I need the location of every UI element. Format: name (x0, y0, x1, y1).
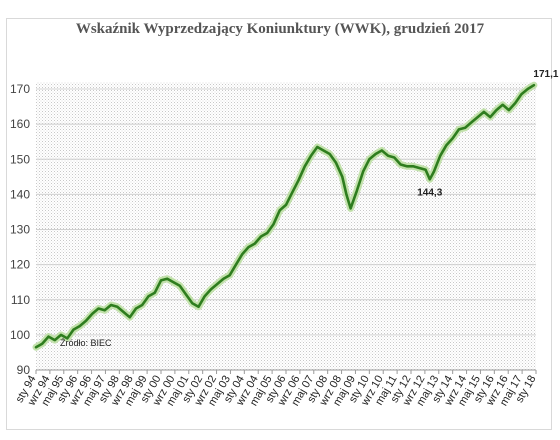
y-axis: 90 100 110 120 130 140 150 160 170 (10, 82, 30, 377)
y-tick-label: 110 (11, 293, 30, 307)
y-tick-label: 90 (17, 363, 31, 377)
y-tick-label: 150 (10, 152, 30, 166)
y-tick-label: 170 (10, 82, 30, 96)
gridlines (36, 88, 536, 371)
data-label: 171,1 (533, 69, 558, 80)
data-label: 144,3 (417, 187, 442, 198)
y-tick-label: 100 (10, 328, 30, 342)
y-tick-label: 160 (10, 117, 30, 131)
y-tick-label: 120 (10, 258, 30, 272)
plot-area (36, 82, 536, 370)
chart-title: Wskaźnik Wyprzedzający Koniunktury (WWK)… (75, 21, 485, 37)
series-line (34, 83, 536, 349)
series-layer (32, 81, 538, 351)
y-tick-label: 140 (10, 187, 30, 201)
source-note: Źródło: BIEC (60, 338, 112, 348)
annotations: 144,3 171,1 (417, 69, 559, 198)
y-tick-label: 130 (10, 223, 30, 237)
